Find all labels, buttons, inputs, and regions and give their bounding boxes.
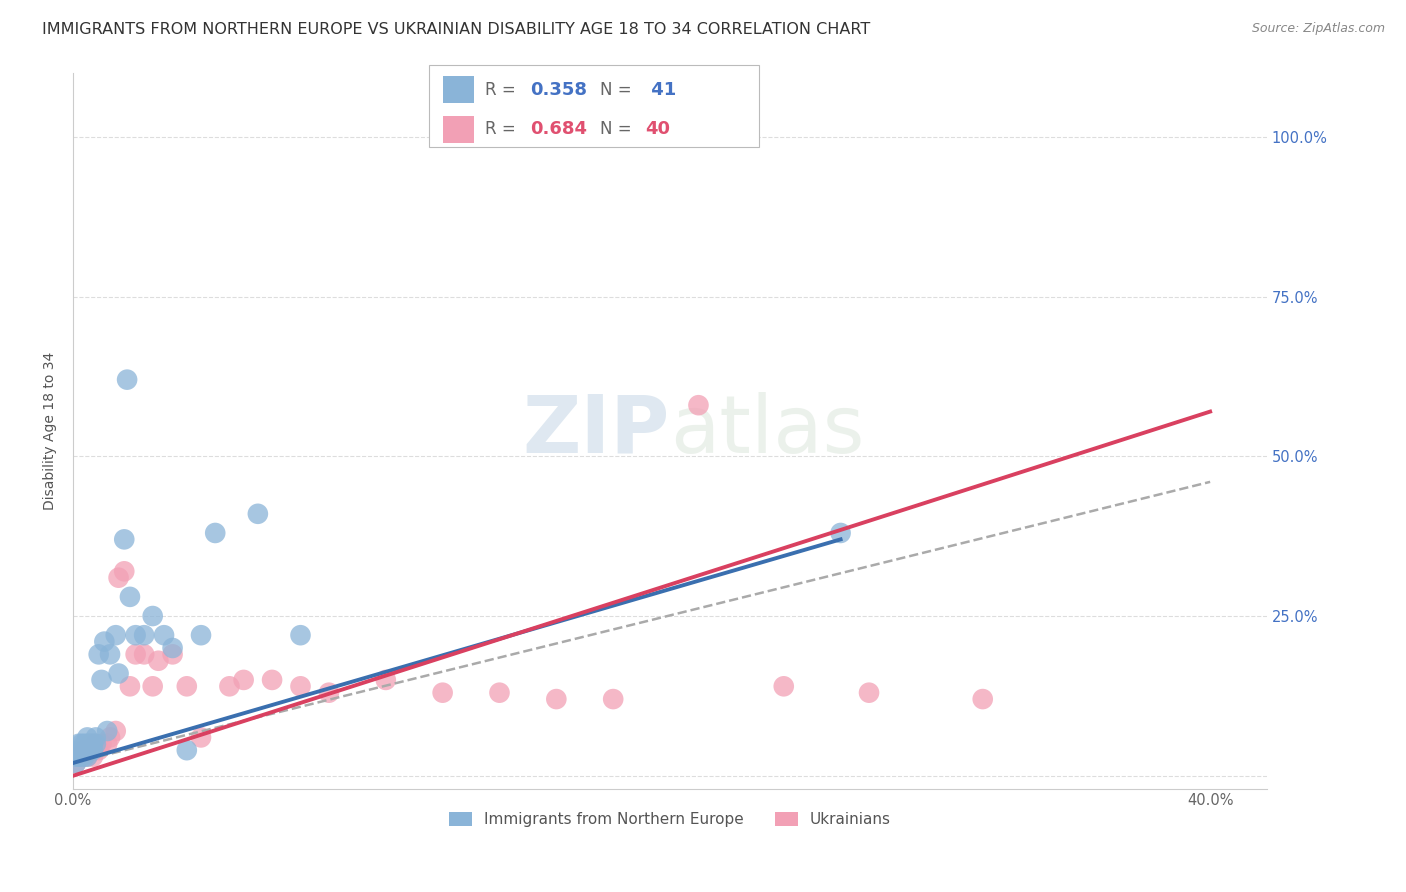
Point: [142, 679, 165, 693]
Point: [176, 743, 198, 757]
Point: [84, 731, 107, 745]
Point: [190, 731, 212, 745]
Point: [218, 679, 240, 693]
Point: [112, 564, 135, 578]
Point: [374, 673, 396, 687]
Point: [432, 686, 454, 700]
Point: [79, 743, 101, 757]
Point: [70, 749, 93, 764]
Point: [162, 640, 184, 655]
Text: N =: N =: [600, 120, 637, 138]
Point: [70, 743, 93, 757]
Point: [73, 743, 96, 757]
Point: [830, 526, 852, 541]
Point: [107, 666, 129, 681]
Point: [82, 749, 104, 764]
Text: R =: R =: [485, 120, 522, 138]
Text: atlas: atlas: [671, 392, 865, 470]
Point: [65, 749, 87, 764]
Point: [98, 648, 121, 662]
Point: [67, 737, 90, 751]
Point: [90, 737, 112, 751]
Point: [246, 507, 269, 521]
Text: 0.358: 0.358: [530, 81, 588, 99]
Point: [204, 526, 226, 541]
Point: [67, 749, 90, 764]
Point: [118, 590, 141, 604]
Text: ZIP: ZIP: [523, 392, 671, 470]
Point: [232, 673, 254, 687]
Point: [82, 737, 104, 751]
Point: [972, 692, 994, 706]
Point: [70, 749, 93, 764]
Point: [82, 743, 104, 757]
Point: [104, 628, 127, 642]
Point: [96, 737, 118, 751]
Text: Source: ZipAtlas.com: Source: ZipAtlas.com: [1251, 22, 1385, 36]
Point: [118, 679, 141, 693]
Point: [134, 628, 156, 642]
Point: [76, 749, 98, 764]
Point: [73, 743, 96, 757]
Point: [73, 737, 96, 751]
Point: [65, 756, 87, 770]
Point: [76, 737, 98, 751]
Text: 41: 41: [645, 81, 676, 99]
Point: [290, 628, 312, 642]
Text: 40: 40: [645, 120, 671, 138]
Point: [73, 749, 96, 764]
Point: [772, 679, 794, 693]
Point: [148, 654, 170, 668]
Point: [318, 686, 340, 700]
Point: [290, 679, 312, 693]
Point: [79, 737, 101, 751]
Point: [858, 686, 880, 700]
Point: [70, 737, 93, 751]
Point: [115, 373, 138, 387]
Point: [104, 724, 127, 739]
Text: N =: N =: [600, 81, 637, 99]
Point: [688, 398, 710, 412]
Point: [65, 756, 87, 770]
Point: [262, 673, 284, 687]
Text: R =: R =: [485, 81, 522, 99]
Point: [79, 737, 101, 751]
Point: [96, 724, 118, 739]
Text: IMMIGRANTS FROM NORTHERN EUROPE VS UKRAINIAN DISABILITY AGE 18 TO 34 CORRELATION: IMMIGRANTS FROM NORTHERN EUROPE VS UKRAI…: [42, 22, 870, 37]
Point: [153, 628, 176, 642]
Legend: Immigrants from Northern Europe, Ukrainians: Immigrants from Northern Europe, Ukraini…: [441, 805, 898, 835]
Point: [107, 571, 129, 585]
Point: [90, 673, 112, 687]
Point: [93, 634, 115, 648]
Point: [79, 743, 101, 757]
Point: [76, 743, 98, 757]
Point: [87, 743, 110, 757]
Point: [67, 749, 90, 764]
Point: [84, 737, 107, 751]
Y-axis label: Disability Age 18 to 34: Disability Age 18 to 34: [44, 351, 58, 510]
Point: [70, 743, 93, 757]
Point: [76, 749, 98, 764]
Point: [176, 679, 198, 693]
Point: [162, 648, 184, 662]
Point: [112, 533, 135, 547]
Text: 0.684: 0.684: [530, 120, 588, 138]
Point: [190, 628, 212, 642]
Point: [142, 609, 165, 624]
Point: [134, 648, 156, 662]
Point: [546, 692, 568, 706]
Point: [124, 648, 146, 662]
Point: [602, 692, 624, 706]
Point: [87, 648, 110, 662]
Point: [84, 737, 107, 751]
Point: [98, 731, 121, 745]
Point: [67, 743, 90, 757]
Point: [76, 731, 98, 745]
Point: [488, 686, 510, 700]
Point: [124, 628, 146, 642]
